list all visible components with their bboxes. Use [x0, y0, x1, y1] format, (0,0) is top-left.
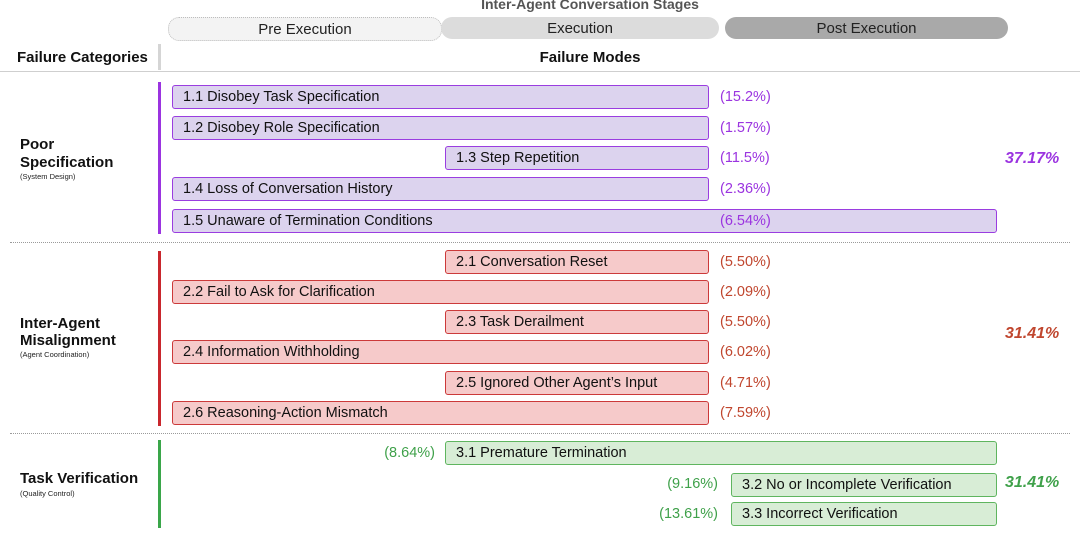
failure-categories-header: Failure Categories [17, 49, 148, 66]
failure-mode-box: 1.5 Unaware of Termination Conditions [172, 209, 997, 233]
failure-mode-box: 1.2 Disobey Role Specification [172, 116, 709, 140]
category-3-subtitle: (Quality Control) [20, 489, 75, 498]
stage-pre-execution: Pre Execution [168, 17, 442, 41]
category-3-total: 31.41% [1005, 474, 1060, 491]
category-2-total: 31.41% [1005, 325, 1060, 342]
category-3-name-line1: Task Verification [20, 470, 139, 487]
stage-execution: Execution [441, 17, 719, 39]
failure-mode-pct: (8.64%) [384, 445, 435, 461]
failure-mode-box: 3.1 Premature Termination [445, 441, 997, 465]
failure-mode-box: 3.3 Incorrect Verification [731, 502, 997, 526]
failure-mode-box: 2.5 Ignored Other Agent’s Input [445, 371, 709, 395]
failure-mode-box: 2.6 Reasoning-Action Mismatch [172, 401, 709, 425]
category-separator [10, 433, 1070, 434]
failure-mode-pct: (13.61%) [659, 506, 718, 522]
failure-mode-pct: (1.57%) [720, 120, 771, 136]
failure-mode-pct: (7.59%) [720, 405, 771, 421]
failure-modes-header: Failure Modes [539, 49, 641, 66]
category-1-name-line1: Poor [20, 136, 55, 153]
failure-mode-pct: (4.71%) [720, 375, 771, 391]
failure-mode-pct: (2.36%) [720, 181, 771, 197]
diagram-title: Inter-Agent Conversation Stages [481, 0, 699, 12]
failure-mode-pct: (2.09%) [720, 284, 771, 300]
failure-mode-pct: (6.54%) [720, 213, 771, 229]
failure-mode-box: 3.2 No or Incomplete Verification [731, 473, 997, 497]
failure-mode-pct: (5.50%) [720, 314, 771, 330]
failure-mode-box: 2.4 Information Withholding [172, 340, 709, 364]
failure-mode-pct: (5.50%) [720, 254, 771, 270]
failure-mode-box: 2.3 Task Derailment [445, 310, 709, 334]
failure-mode-pct: (15.2%) [720, 89, 771, 105]
failure-mode-pct: (11.5%) [720, 150, 770, 166]
category-1-bar [158, 82, 161, 234]
failure-mode-box: 1.4 Loss of Conversation History [172, 177, 709, 201]
header-rule [0, 71, 1080, 72]
category-separator [10, 242, 1070, 243]
category-3-bar [158, 440, 161, 528]
header-divider [158, 44, 161, 70]
failure-mode-pct: (9.16%) [667, 476, 718, 492]
category-2-name-line2: Misalignment [20, 332, 116, 349]
failure-mode-box: 2.2 Fail to Ask for Clarification [172, 280, 709, 304]
category-2-subtitle: (Agent Coordination) [20, 350, 90, 359]
category-1-total: 37.17% [1005, 150, 1060, 167]
category-2-bar [158, 251, 161, 426]
category-1-subtitle: (System Design) [20, 172, 76, 181]
failure-mode-box: 1.1 Disobey Task Specification [172, 85, 709, 109]
failure-mode-box: 2.1 Conversation Reset [445, 250, 709, 274]
category-1-name-line2: Specification [20, 154, 114, 171]
stage-post-execution: Post Execution [725, 17, 1008, 39]
failure-mode-box: 1.3 Step Repetition [445, 146, 709, 170]
category-2-name-line1: Inter-Agent [20, 315, 100, 332]
failure-mode-pct: (6.02%) [720, 344, 771, 360]
